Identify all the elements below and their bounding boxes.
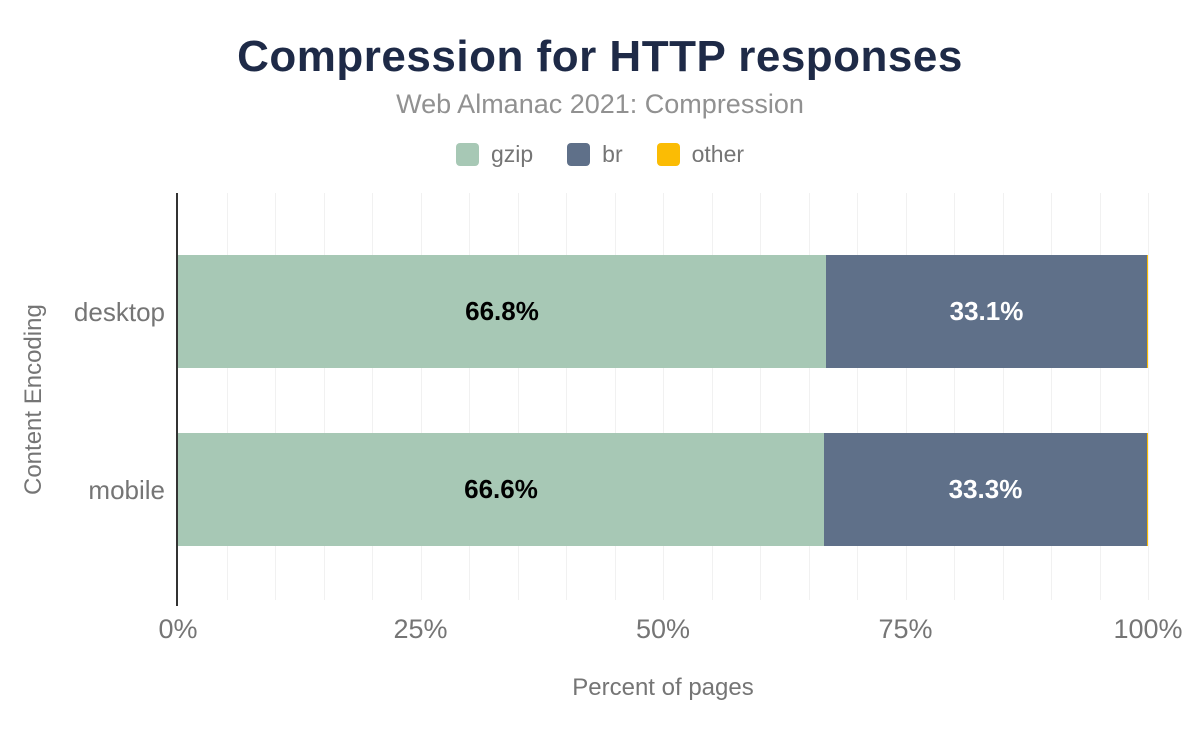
gridline <box>275 193 276 600</box>
gridline <box>469 193 470 600</box>
bar-value-label: 33.1% <box>949 296 1024 326</box>
gridline <box>566 193 567 600</box>
legend-label: other <box>691 140 745 167</box>
y-axis-line <box>176 193 178 606</box>
legend-item-br: br <box>567 140 623 168</box>
gridline <box>1148 193 1149 600</box>
y-axis-title: Content Encoding <box>20 304 47 495</box>
gridline <box>808 193 810 600</box>
bar-row-desktop: 66.8% 33.1% <box>178 255 1148 368</box>
gridline <box>711 193 713 600</box>
bar-value-label: 33.3% <box>948 474 1023 504</box>
gridline <box>420 193 422 600</box>
gridline <box>663 193 664 600</box>
legend-swatch-gzip <box>455 142 479 166</box>
bar-segment-mobile-other[interactable] <box>1147 433 1148 546</box>
legend-swatch-br <box>567 142 591 166</box>
legend-item-other: other <box>656 140 745 168</box>
x-tick-25%: 25% <box>393 614 448 644</box>
legend-item-gzip: gzip <box>455 140 534 168</box>
legend-label: br <box>602 140 623 167</box>
gridline <box>517 193 519 600</box>
bar-segment-desktop-br[interactable]: 33.1% <box>825 255 1148 368</box>
gridline <box>954 193 955 600</box>
bar-segment-desktop-other[interactable] <box>1147 255 1148 368</box>
legend-swatch-other <box>656 142 680 166</box>
bar-row-mobile: 66.6% 33.3% <box>178 433 1148 546</box>
bar-value-label: 66.8% <box>465 296 539 326</box>
gridline <box>857 193 858 600</box>
bar-segment-desktop-gzip[interactable]: 66.8% <box>178 255 826 368</box>
x-tick-50%: 50% <box>635 614 691 644</box>
chart-subtitle: Web Almanac 2021: Compression <box>396 89 804 119</box>
gridline <box>614 193 616 600</box>
legend: gzip br other <box>0 141 1200 167</box>
x-axis-title: Percent of pages <box>572 674 754 701</box>
category-label-mobile: mobile <box>88 474 165 505</box>
x-tick-75%: 75% <box>878 614 933 644</box>
plot-area: 66.8% 33.1% 66.6% 33.3% <box>176 193 1149 606</box>
bar-segment-mobile-br[interactable]: 33.3% <box>824 433 1148 546</box>
gridline <box>323 193 325 600</box>
gridline <box>226 193 228 600</box>
gridlines <box>178 193 1149 600</box>
category-label-desktop: desktop <box>73 296 165 327</box>
bars: 66.8% 33.1% 66.6% 33.3% <box>178 193 1148 600</box>
chart-title: Compression for HTTP responses <box>237 32 963 81</box>
gridline <box>1002 193 1004 600</box>
bar-value-label: 66.6% <box>464 474 538 504</box>
gridline <box>1099 193 1101 600</box>
gridline <box>760 193 761 600</box>
gridline <box>372 193 373 600</box>
legend-label: gzip <box>490 140 534 167</box>
gridline <box>905 193 907 600</box>
bar-segment-mobile-gzip[interactable]: 66.6% <box>178 433 825 546</box>
x-tick-100%: 100% <box>1113 614 1183 644</box>
gridline <box>1051 193 1052 600</box>
x-tick-0%: 0% <box>158 614 198 644</box>
